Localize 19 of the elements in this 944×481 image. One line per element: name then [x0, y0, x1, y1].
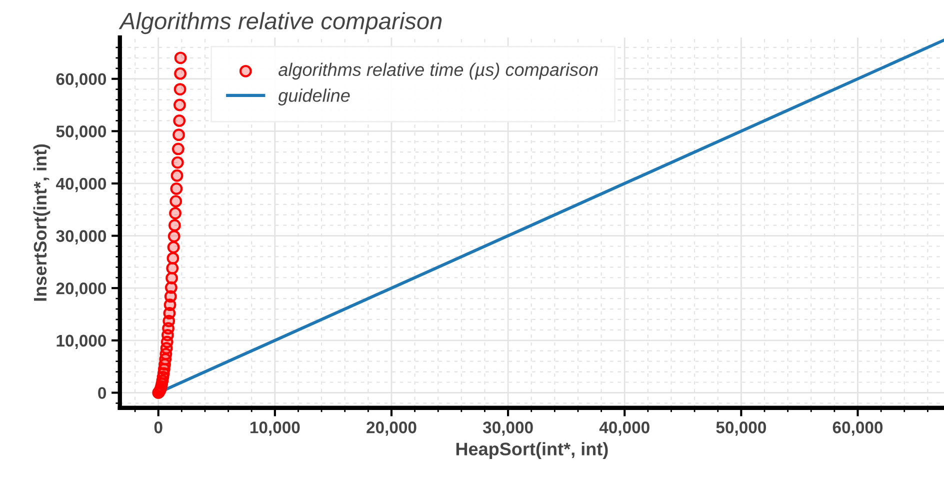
legend-label: algorithms relative time (µs) comparison [278, 62, 598, 80]
y-tick-label: 20,000 [56, 282, 106, 297]
x-tick-label: 20,000 [366, 422, 416, 436]
y-axis-title: InsertSort(int*, int) [33, 144, 50, 301]
chart-title: Algorithms relative comparison [118, 12, 442, 34]
x-tick-label: 50,000 [716, 422, 766, 436]
y-tick-label: 10,000 [56, 334, 106, 350]
y-tick-label: 40,000 [56, 178, 106, 192]
x-tick-label: 30,000 [482, 422, 533, 436]
x-tick-label: 40,000 [599, 422, 650, 436]
y-tick-label: 30,000 [56, 230, 106, 244]
x-tick-label: 60,000 [832, 422, 883, 436]
y-tick-label: 0 [98, 387, 106, 399]
y-tick-label: 50,000 [56, 126, 106, 140]
x-axis-title: HeapSort(int*, int) [456, 442, 608, 460]
x-tick-label: 10,000 [250, 422, 300, 436]
x-tick-label: 0 [154, 422, 162, 434]
legend-label: guideline [278, 88, 350, 106]
y-tick-label: 60,000 [56, 73, 106, 88]
